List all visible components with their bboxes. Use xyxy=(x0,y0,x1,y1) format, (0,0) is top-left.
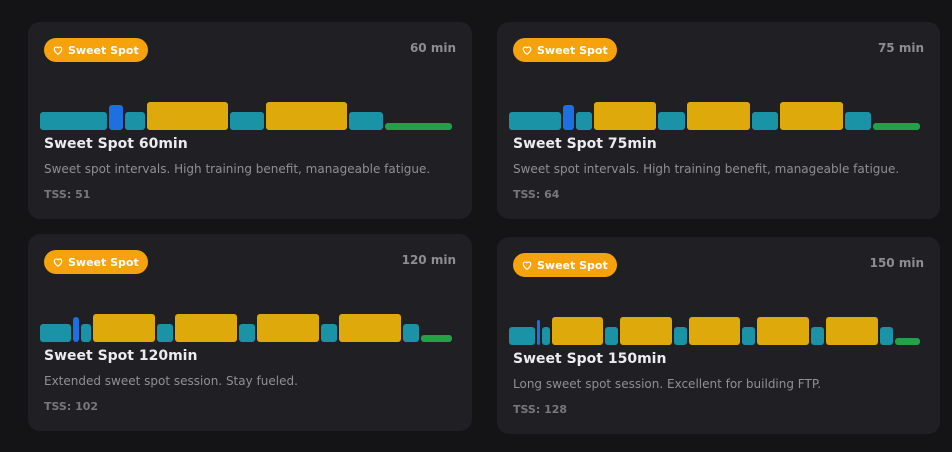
workout-duration: 75 min xyxy=(877,41,924,55)
profile-segment-recovery xyxy=(40,324,72,342)
profile-segment-recovery xyxy=(157,324,173,342)
profile-segment-sweet-spot xyxy=(779,102,843,130)
category-badge: Sweet Spot xyxy=(44,38,148,62)
profile-segment-sweet-spot xyxy=(620,317,672,345)
profile-segment-sweet-spot xyxy=(256,314,320,342)
profile-segment-recovery xyxy=(844,112,871,130)
profile-segment-recovery xyxy=(751,112,778,130)
profile-segment-recovery xyxy=(879,327,893,345)
workout-title: Sweet Spot 150min xyxy=(513,351,667,367)
category-badge: Sweet Spot xyxy=(513,253,617,277)
category-badge: Sweet Spot xyxy=(44,250,148,274)
profile-segment-sweet-spot xyxy=(593,102,657,130)
profile-segment-sweet-spot xyxy=(338,314,402,342)
profile-segment-recovery xyxy=(124,112,146,130)
workout-description: Sweet spot intervals. High training bene… xyxy=(44,162,431,176)
workout-duration: 150 min xyxy=(869,256,924,270)
workout-tss: TSS: 102 xyxy=(44,400,99,413)
profile-segment-sweet-spot xyxy=(686,102,750,130)
profile-segment-sweet-spot xyxy=(147,102,229,130)
profile-segment-recovery xyxy=(348,112,383,130)
workout-title: Sweet Spot 60min xyxy=(44,136,188,152)
workout-tss: TSS: 128 xyxy=(513,403,568,416)
workout-description: Sweet spot intervals. High training bene… xyxy=(513,162,900,176)
profile-segment-cooldown xyxy=(894,338,921,345)
category-badge: Sweet Spot xyxy=(513,38,617,62)
profile-segment-recovery xyxy=(230,112,264,130)
workout-duration: 60 min xyxy=(409,41,456,55)
workout-description: Long sweet spot session. Excellent for b… xyxy=(513,377,822,391)
badge-label: Sweet Spot xyxy=(68,255,139,269)
profile-segment-recovery xyxy=(658,112,685,130)
profile-segment-sweet-spot xyxy=(757,317,810,345)
workout-profile-chart xyxy=(509,305,921,345)
profile-segment-sweet-spot xyxy=(825,317,878,345)
profile-segment-recovery xyxy=(321,324,337,342)
workout-title: Sweet Spot 120min xyxy=(44,348,198,364)
workout-card-sweet-spot-120[interactable]: Sweet Spot 120 min Sweet Spot 120min Ext… xyxy=(28,234,472,431)
profile-segment-cooldown xyxy=(420,335,452,342)
profile-segment-recovery xyxy=(403,324,419,342)
profile-segment-recovery xyxy=(239,324,255,342)
profile-segment-recovery xyxy=(811,327,824,345)
badge-label: Sweet Spot xyxy=(537,43,608,57)
profile-segment-recovery xyxy=(509,327,535,345)
profile-segment-cooldown xyxy=(872,123,920,130)
profile-segment-recovery xyxy=(673,327,687,345)
workout-card-sweet-spot-150[interactable]: Sweet Spot 150 min Sweet Spot 150min Lon… xyxy=(497,237,940,434)
workout-tss: TSS: 64 xyxy=(513,188,560,201)
heart-icon xyxy=(521,259,533,271)
profile-segment-recovery xyxy=(575,112,592,130)
profile-segment-recovery xyxy=(81,324,91,342)
workout-tss: TSS: 51 xyxy=(44,188,91,201)
profile-segment-recovery xyxy=(541,327,550,345)
workout-profile-chart xyxy=(40,90,452,130)
profile-segment-cooldown xyxy=(384,123,452,130)
heart-icon xyxy=(52,44,64,56)
profile-segment-recovery xyxy=(742,327,756,345)
workout-card-sweet-spot-60[interactable]: Sweet Spot 60 min Sweet Spot 60min Sweet… xyxy=(28,22,472,219)
profile-segment-activation xyxy=(563,105,574,130)
profile-segment-activation xyxy=(73,317,80,342)
badge-label: Sweet Spot xyxy=(68,43,139,57)
profile-segment-activation xyxy=(109,105,123,130)
profile-segment-sweet-spot xyxy=(174,314,238,342)
heart-icon xyxy=(52,256,64,268)
profile-segment-recovery xyxy=(40,112,108,130)
badge-label: Sweet Spot xyxy=(537,258,608,272)
workout-title: Sweet Spot 75min xyxy=(513,136,657,152)
profile-segment-sweet-spot xyxy=(551,317,604,345)
profile-segment-recovery xyxy=(509,112,562,130)
profile-segment-sweet-spot xyxy=(265,102,347,130)
profile-segment-activation xyxy=(536,320,540,345)
workout-profile-chart xyxy=(509,90,920,130)
profile-segment-sweet-spot xyxy=(92,314,156,342)
workout-profile-chart xyxy=(40,302,452,342)
workout-duration: 120 min xyxy=(401,253,456,267)
workout-card-sweet-spot-75[interactable]: Sweet Spot 75 min Sweet Spot 75min Sweet… xyxy=(497,22,940,219)
profile-segment-sweet-spot xyxy=(688,317,741,345)
heart-icon xyxy=(521,44,533,56)
workout-description: Extended sweet spot session. Stay fueled… xyxy=(44,374,298,388)
profile-segment-recovery xyxy=(605,327,619,345)
